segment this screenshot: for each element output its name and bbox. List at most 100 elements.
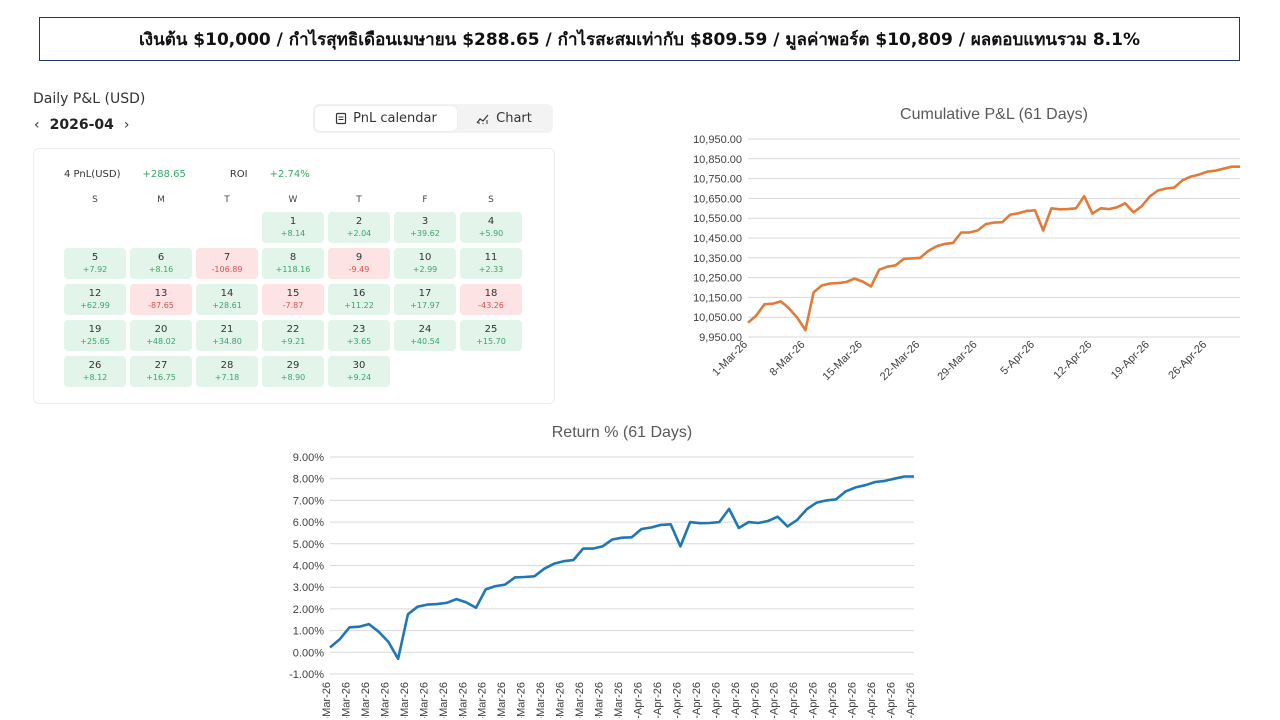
day-number: 16 <box>352 288 366 299</box>
day-number: 28 <box>220 360 234 371</box>
day-number: 22 <box>286 324 300 335</box>
calendar-day-cell[interactable]: 28 +7.18 <box>196 356 258 387</box>
day-pnl-value: +9.24 <box>346 373 372 382</box>
calendar-day-cell[interactable]: 5 +7.92 <box>64 248 126 279</box>
calendar-day-cell[interactable]: 18 -43.26 <box>460 284 522 315</box>
calendar-day-cell[interactable]: 10 +2.99 <box>394 248 456 279</box>
day-number: 2 <box>355 216 363 227</box>
x-tick-label: 16-Apr-26 <box>769 682 781 718</box>
calendar-day-cell[interactable]: 14 +28.61 <box>196 284 258 315</box>
day-pnl-value: +7.92 <box>82 265 108 274</box>
calendar-day-cell[interactable]: 27 +16.75 <box>130 356 192 387</box>
day-pnl-value: +39.62 <box>410 229 440 238</box>
calendar-day-cell[interactable]: 6 +8.16 <box>130 248 192 279</box>
x-tick-label: 5-Mar-26 <box>360 682 372 718</box>
x-tick-label: 9-Mar-26 <box>399 682 411 718</box>
weekday-header: W <box>288 195 298 205</box>
calendar-day-cell[interactable]: 12 +62.99 <box>64 284 126 315</box>
x-tick-label: 26-Apr-26 <box>1166 339 1209 382</box>
calendar-day-cell[interactable]: 26 +8.12 <box>64 356 126 387</box>
calendar-day-cell[interactable]: 2 +2.04 <box>328 212 390 243</box>
summary-banner: เงินต้น $10,000 / กำไรสุทธิเดือนเมษายน $… <box>39 17 1240 61</box>
calendar-day-cell[interactable]: 24 +40.54 <box>394 320 456 351</box>
calendar-day-cell[interactable]: 25 +15.70 <box>460 320 522 351</box>
weekday-header: S <box>92 195 98 205</box>
x-tick-label: 15-Mar-26 <box>457 682 469 718</box>
calendar-day-cell[interactable]: 19 +25.65 <box>64 320 126 351</box>
calendar-day-cell[interactable]: 22 +9.21 <box>262 320 324 351</box>
x-tick-label: 22-Mar-26 <box>878 339 922 383</box>
day-pnl-value: +15.70 <box>476 337 506 346</box>
calendar-day-cell[interactable]: 15 -7.87 <box>262 284 324 315</box>
calendar-day-cell[interactable]: 23 +3.65 <box>328 320 390 351</box>
day-pnl-value: +62.99 <box>80 301 110 310</box>
day-pnl-value: +2.04 <box>346 229 372 238</box>
y-tick-label: 5.00% <box>293 539 324 551</box>
day-pnl-value: +40.54 <box>410 337 440 346</box>
y-tick-label: 7.00% <box>293 495 324 507</box>
weekday-header: T <box>224 195 230 205</box>
calendar-day-cell[interactable]: 21 +34.80 <box>196 320 258 351</box>
tab-pnl-calendar[interactable]: PnL calendar <box>315 106 457 131</box>
day-pnl-value: +7.18 <box>214 373 240 382</box>
calendar-day-cell[interactable]: 11 +2.33 <box>460 248 522 279</box>
day-pnl-value: -43.26 <box>478 301 504 310</box>
day-number: 18 <box>484 288 498 299</box>
day-number: 30 <box>352 360 366 371</box>
calendar-day-cell[interactable]: 1 +8.14 <box>262 212 324 243</box>
y-tick-label: 10,350.00 <box>693 253 742 265</box>
x-tick-label: 29-Mar-26 <box>594 682 606 718</box>
chevron-right-icon[interactable]: › <box>123 117 130 133</box>
calendar-day-cell[interactable]: 29 +8.90 <box>262 356 324 387</box>
day-pnl-value: +17.97 <box>410 301 440 310</box>
x-tick-label: 2-Apr-26 <box>632 682 644 718</box>
x-tick-label: 20-Apr-26 <box>808 682 820 718</box>
roi-summary-label: ROI <box>229 169 248 180</box>
y-tick-label: 9,950.00 <box>699 332 742 344</box>
calendar-day-cell[interactable]: 17 +17.97 <box>394 284 456 315</box>
x-tick-label: 21-Mar-26 <box>516 682 528 718</box>
y-tick-label: 10,750.00 <box>693 174 742 186</box>
y-tick-label: 3.00% <box>293 582 324 594</box>
x-tick-label: 13-Mar-26 <box>438 682 450 718</box>
pnl-summary-value: +288.65 <box>142 169 186 180</box>
calendar-day-cell[interactable]: 16 +11.22 <box>328 284 390 315</box>
day-pnl-value: +8.16 <box>148 265 174 274</box>
calendar-day-cell[interactable]: 4 +5.90 <box>460 212 522 243</box>
calendar-day-cell[interactable]: 20 +48.02 <box>130 320 192 351</box>
month-summary: 4 PnL(USD) +288.65 ROI +2.74% <box>64 169 310 180</box>
y-tick-label: 4.00% <box>293 561 324 573</box>
day-pnl-value: +5.90 <box>478 229 504 238</box>
weekday-header: T <box>356 195 362 205</box>
x-tick-label: 14-Apr-26 <box>749 682 761 718</box>
day-number: 17 <box>418 288 432 299</box>
chevron-left-icon[interactable]: ‹ <box>34 117 40 133</box>
x-tick-label: 18-Apr-26 <box>788 682 800 718</box>
chart-title: Return % (61 Days) <box>552 424 693 441</box>
day-pnl-value: +118.16 <box>275 265 311 274</box>
day-number: 14 <box>220 288 234 299</box>
x-tick-label: 24-Apr-26 <box>847 682 859 718</box>
day-number: 7 <box>223 252 231 263</box>
day-number: 1 <box>289 216 297 227</box>
day-number: 25 <box>484 324 498 335</box>
pnl-panel-title: Daily P&L (USD) <box>33 91 146 107</box>
x-tick-label: 17-Mar-26 <box>477 682 489 718</box>
y-tick-label: 10,850.00 <box>693 154 742 166</box>
calendar-day-cell[interactable]: 9 -9.49 <box>328 248 390 279</box>
calendar-day-cell[interactable]: 13 -87.65 <box>130 284 192 315</box>
calendar-day-cell[interactable]: 30 +9.24 <box>328 356 390 387</box>
day-number: 5 <box>91 252 99 263</box>
day-number: 8 <box>289 252 297 263</box>
calendar-day-cell[interactable]: 8 +118.16 <box>262 248 324 279</box>
x-tick-label: 1-Mar-26 <box>710 339 750 379</box>
day-number: 21 <box>220 324 234 335</box>
day-number: 15 <box>286 288 300 299</box>
x-tick-label: 28-Apr-26 <box>886 682 898 718</box>
chart-title: Cumulative P&L (61 Days) <box>900 106 1088 123</box>
pnl-calendar-card: 4 PnL(USD) +288.65 ROI +2.74% S M T W T F S 1 +8… <box>33 148 555 404</box>
y-tick-label: 8.00% <box>293 474 324 486</box>
calendar-day-cell[interactable]: 3 +39.62 <box>394 212 456 243</box>
calendar-day-cell[interactable]: 7 -106.89 <box>196 248 258 279</box>
tab-chart[interactable]: Chart <box>457 106 551 131</box>
